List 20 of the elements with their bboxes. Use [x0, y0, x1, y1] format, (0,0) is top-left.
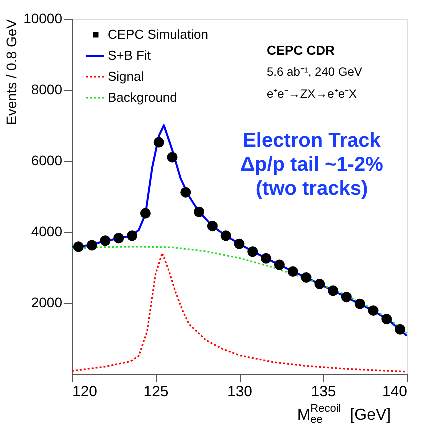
y-tick-label: 2000	[31, 294, 63, 310]
y-tick-label: 10000	[24, 10, 63, 26]
x-tick-label: 125	[144, 384, 169, 400]
x-tick-label: 135	[311, 384, 336, 400]
annotation: e⁺e⁻→ZX→e⁺e⁻X	[267, 87, 358, 101]
x-tick-label: 130	[227, 384, 253, 400]
legend-label: CEPC Simulation	[108, 27, 208, 42]
y-tick-label: 4000	[31, 224, 63, 240]
y-tick-label: 6000	[31, 152, 63, 168]
y-tick-label: 8000	[31, 82, 63, 98]
line-series	[72, 124, 407, 338]
annotation: Electron Track Δp/p tail ~1-2% (two tracks)	[240, 130, 384, 200]
legend-label: Background	[108, 90, 178, 105]
legend-label: Signal	[108, 69, 144, 84]
annotation: CEPC CDR	[267, 43, 336, 58]
legend-label: S+B Fit	[108, 48, 152, 63]
x-tick-label: 140	[382, 384, 408, 400]
annotation: 5.6 ab⁻¹, 240 GeV	[267, 65, 362, 79]
y-axis-title: Events / 0.8 GeV	[4, 18, 20, 126]
x-tick-label: 120	[72, 384, 98, 400]
